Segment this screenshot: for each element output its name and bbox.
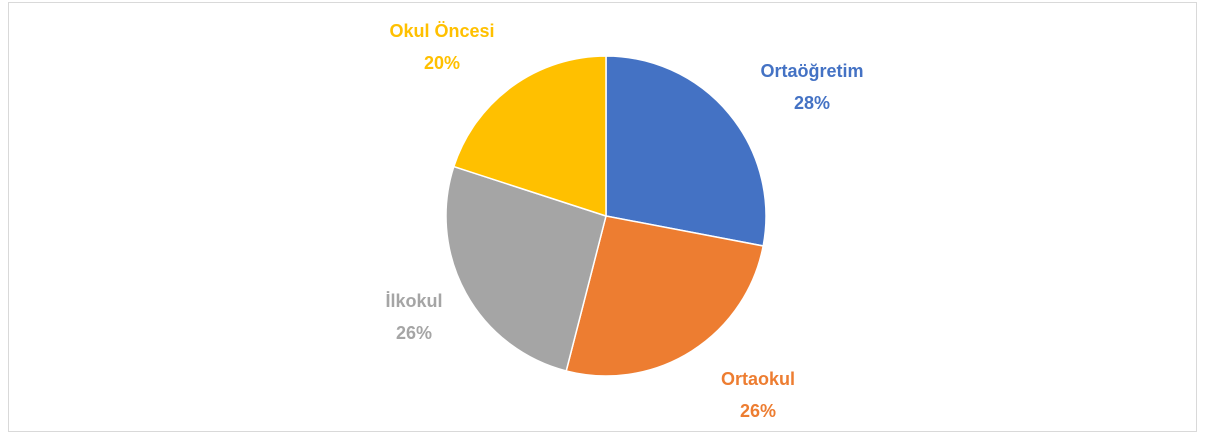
slice-label: İlkokul bbox=[385, 291, 442, 311]
pie-slice bbox=[445, 165, 607, 372]
slice-label: Ortaöğretim bbox=[760, 61, 863, 81]
slice-value-label: 28% bbox=[794, 93, 830, 113]
pie-slice bbox=[452, 55, 607, 218]
slice-label: Ortaokul bbox=[721, 369, 795, 389]
slice-value-label: 26% bbox=[740, 401, 776, 421]
slice-value-label: 26% bbox=[396, 323, 432, 343]
pie-slice bbox=[565, 215, 765, 377]
pie-slice bbox=[605, 55, 767, 247]
slice-value-label: 20% bbox=[424, 53, 460, 73]
slice-label: Okul Öncesi bbox=[389, 21, 494, 41]
